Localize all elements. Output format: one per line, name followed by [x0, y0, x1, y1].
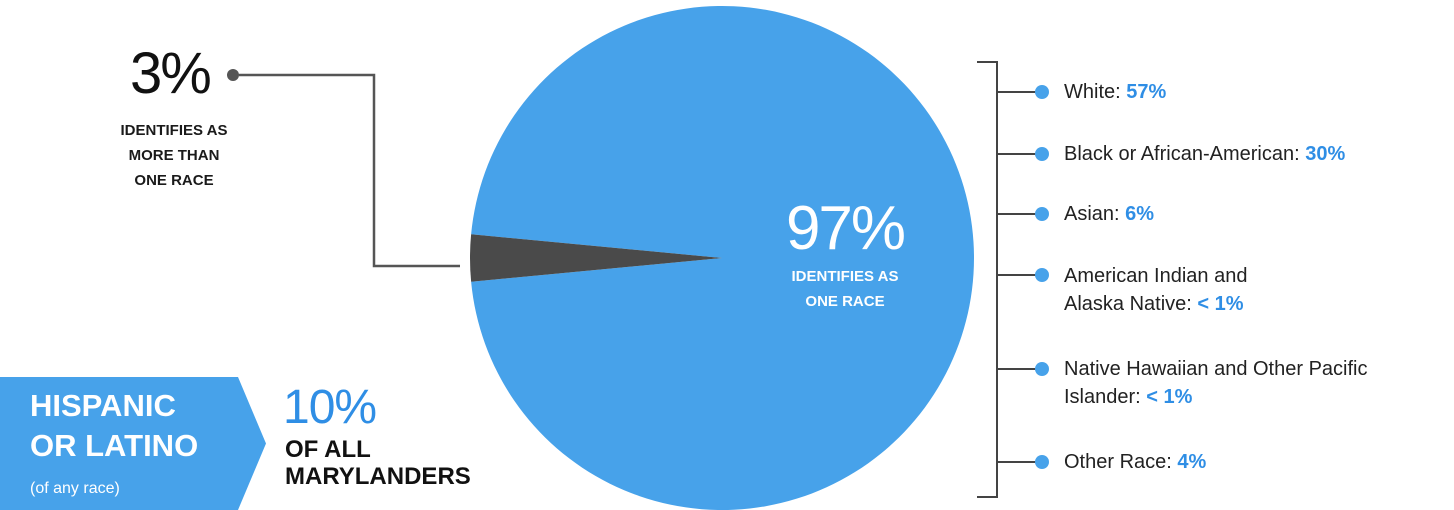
hispanic-title: HISPANIC OR LATINO [30, 388, 199, 463]
legend-label: Other Race: [1064, 451, 1178, 473]
legend-item-white: White: 57% [1064, 78, 1452, 106]
pie-slice-multi-race [470, 234, 722, 282]
one-race-label: IDENTIFIES AS ONE RACE [791, 268, 899, 310]
legend-value: 57% [1126, 81, 1167, 103]
hispanic-subtitle: (of any race) [30, 480, 120, 497]
hispanic-percent: 10% [283, 381, 377, 434]
legend-dot [1035, 268, 1049, 282]
legend-connector [997, 455, 1049, 469]
legend-value: < 1% [1146, 386, 1193, 408]
legend-value: 6% [1125, 203, 1155, 225]
legend-dot [1035, 147, 1049, 161]
legend-connector [997, 85, 1049, 99]
legend-label: American Indian and Alaska Native: [1064, 265, 1248, 315]
legend-connector [997, 268, 1049, 282]
callout-dot [227, 69, 239, 81]
legend-label: White: [1064, 81, 1127, 103]
legend-dot [1035, 207, 1049, 221]
legend-dot [1035, 85, 1049, 99]
multi-race-label: IDENTIFIES AS MORE THAN ONE RACE [120, 122, 228, 189]
legend-label: Black or African-American: [1064, 143, 1306, 165]
legend-connector [997, 362, 1049, 376]
legend-value: 4% [1177, 451, 1207, 473]
legend-item-asian: Asian: 6% [1064, 200, 1452, 228]
legend-dot [1035, 455, 1049, 469]
legend-item-american-indian: American Indian and Alaska Native: < 1% [1064, 262, 1452, 318]
one-race-percent: 97% [785, 194, 906, 263]
legend-item-native-hawaiian: Native Hawaiian and Other Pacific Island… [1064, 355, 1452, 411]
legend-item-black: Black or African-American: 30% [1064, 140, 1452, 168]
legend-dot [1035, 362, 1049, 376]
hispanic-banner [0, 377, 266, 510]
hispanic-label: OF ALL MARYLANDERS [285, 436, 471, 490]
pie-slice-one-race [471, 6, 974, 510]
callout-connector [227, 69, 460, 268]
legend-value: 30% [1305, 143, 1346, 165]
legend-label: Native Hawaiian and Other Pacific Island… [1064, 358, 1368, 408]
legend-item-other-race: Other Race: 4% [1064, 448, 1452, 476]
legend-bracket [977, 61, 998, 498]
legend-label: Asian: [1064, 203, 1126, 225]
legend-value: < 1% [1197, 293, 1244, 315]
multi-race-percent: 3% [130, 41, 212, 106]
legend-connector [997, 147, 1049, 161]
legend-connector [997, 207, 1049, 221]
